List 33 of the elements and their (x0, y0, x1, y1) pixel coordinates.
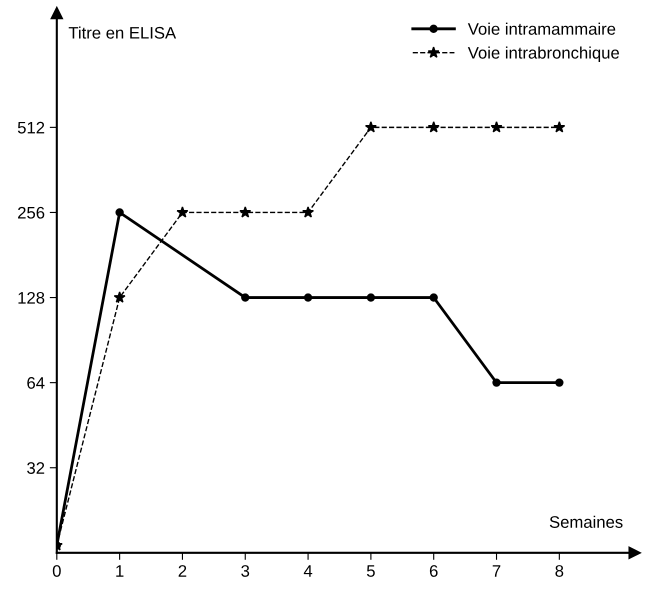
point (114, 291, 126, 303)
x-tick-label: 2 (178, 565, 186, 577)
x-tick-label: 1 (116, 565, 124, 577)
legend-label: Voie intrabronchique (468, 46, 619, 62)
x-tick-label: 5 (366, 565, 375, 577)
y-tick-label: 128 (18, 292, 44, 304)
x-tick-label: 0 (52, 565, 61, 577)
point (553, 121, 566, 133)
x-tick-label: 3 (241, 565, 250, 577)
point (302, 206, 314, 218)
point (241, 293, 250, 302)
x-axis-title: Semaines (550, 516, 623, 528)
legend-label: Voie intramammaire (468, 22, 616, 35)
point (115, 208, 124, 217)
point (492, 378, 501, 387)
y-tick-label: 32 (27, 462, 44, 474)
x-tick-label: 4 (304, 565, 312, 577)
point (364, 121, 377, 133)
x-tick-label: 6 (430, 565, 438, 577)
x-tick-label: 7 (492, 565, 500, 577)
point (176, 206, 188, 218)
y-tick-label: 256 (18, 206, 44, 219)
x-tick-label: 8 (555, 565, 564, 577)
point (555, 378, 564, 387)
point (366, 293, 376, 302)
point (430, 293, 438, 302)
point (304, 293, 312, 302)
y-tick-label: 64 (27, 377, 45, 389)
y-axis-title: Titre en ELISA (68, 26, 176, 39)
point (239, 206, 252, 218)
point (428, 121, 440, 133)
point (490, 121, 502, 133)
y-tick-label: 512 (18, 122, 44, 134)
